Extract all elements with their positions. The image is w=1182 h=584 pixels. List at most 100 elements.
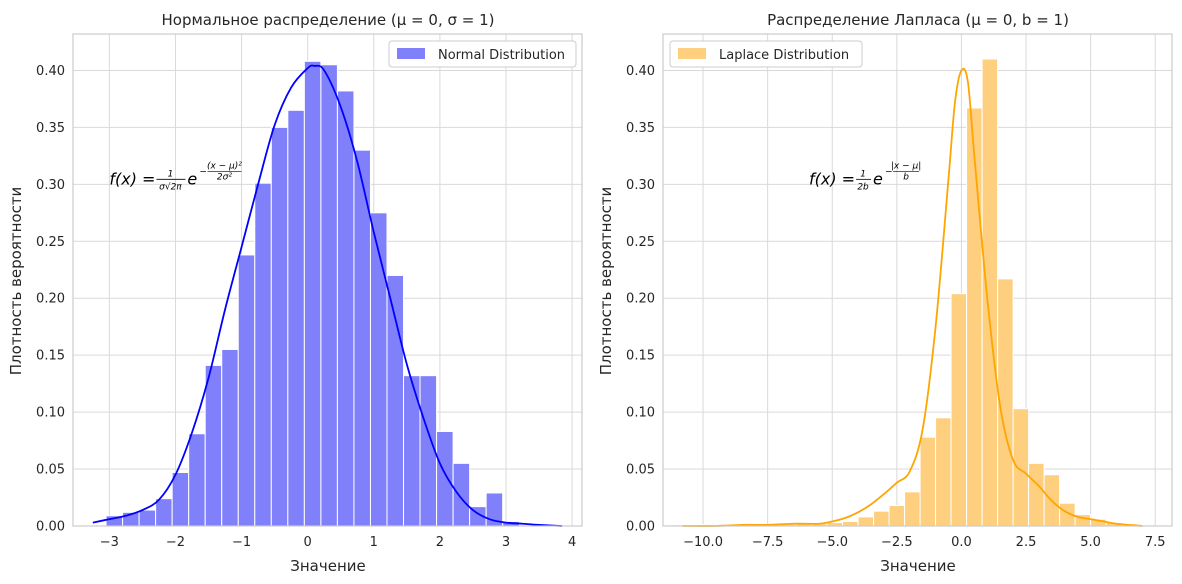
- histogram-bar: [386, 274, 405, 527]
- chart-normal-yticks: 0.00 0.05 0.10 0.15 0.20 0.25 0.30 0.35 0.40: [36, 64, 65, 535]
- chart-laplace-formula: f(x) = 1 2b e − |x − μ| b: [809, 161, 921, 192]
- legend-swatch-normal: [397, 48, 425, 59]
- histogram-bar: [888, 505, 906, 527]
- histogram-bar: [452, 462, 471, 527]
- chart-laplace-xticks: −10.0 −7.5 −5.0 −2.5 0.0 2.5 5.0 7.5: [683, 535, 1165, 550]
- histogram-bar: [171, 471, 190, 527]
- histogram-bar: [919, 436, 937, 527]
- histogram-bar: [138, 509, 157, 527]
- x-tick-label: 2.5: [1016, 535, 1037, 550]
- histogram-bar: [1012, 408, 1030, 527]
- y-tick-label: 0.25: [36, 235, 65, 250]
- formula-lhs: f(x) =: [109, 169, 155, 188]
- histogram-bar: [966, 107, 983, 527]
- histogram-bar: [369, 212, 388, 527]
- y-tick-label: 0.35: [36, 121, 65, 136]
- formula-exp-den: 2σ²: [217, 172, 232, 182]
- y-tick-label: 0.15: [626, 349, 655, 364]
- histogram-bar: [436, 430, 454, 527]
- histogram-bar: [287, 109, 305, 527]
- x-tick-label: 0.0: [951, 535, 972, 550]
- chart-normal-xlabel: Значение: [290, 557, 366, 575]
- histogram-bar: [270, 126, 289, 527]
- chart-normal-legend: Normal Distribution: [388, 40, 577, 68]
- kde-line: [92, 64, 563, 527]
- y-tick-label: 0.00: [36, 520, 65, 535]
- chart-normal-ylabel: Плотность вероятности: [7, 187, 25, 376]
- formula-base: e: [873, 169, 883, 188]
- chart-laplace-kde: [682, 67, 1143, 527]
- formula-base: e: [187, 169, 197, 188]
- histogram-bar: [904, 491, 921, 527]
- chart-laplace-ylabel: Плотность вероятности: [597, 187, 615, 376]
- y-tick-label: 0.40: [36, 64, 65, 79]
- histogram-bar: [237, 254, 256, 527]
- formula-exp-num: |x − μ|: [891, 161, 921, 171]
- formula-frac-den: 2b: [857, 182, 869, 192]
- x-tick-label: 0: [304, 535, 312, 550]
- y-tick-label: 0.20: [36, 292, 65, 307]
- y-tick-label: 0.30: [36, 178, 65, 193]
- histogram-bar: [221, 348, 239, 527]
- x-tick-label: −3: [100, 535, 119, 550]
- chart-laplace-bars: [671, 58, 1138, 527]
- x-tick-label: −7.5: [752, 535, 784, 550]
- chart-laplace-grid: [663, 34, 1172, 527]
- histogram-bar: [950, 293, 968, 527]
- y-tick-label: 0.20: [626, 292, 655, 307]
- legend-label-normal: Normal Distribution: [438, 48, 565, 63]
- legend-box: [669, 40, 863, 68]
- x-tick-label: 3: [502, 535, 510, 550]
- chart-normal-frame: [72, 33, 583, 527]
- y-tick-label: 0.30: [626, 178, 655, 193]
- chart-laplace-xlabel: Значение: [880, 557, 956, 575]
- x-tick-label: −2: [166, 535, 185, 550]
- y-tick-label: 0.40: [626, 64, 655, 79]
- chart-normal-formula: f(x) = 1 σ√2π e − (x − μ)² 2σ²: [109, 161, 242, 192]
- chart-normal-title: Нормальное распределение (μ = 0, σ = 1): [162, 11, 495, 29]
- histogram-bar: [320, 64, 338, 527]
- y-tick-label: 0.10: [36, 406, 65, 421]
- histogram-bar: [857, 516, 875, 527]
- histogram-bar: [1028, 462, 1045, 527]
- legend-box: [388, 40, 577, 68]
- histogram-bar: [336, 90, 355, 527]
- x-tick-label: 5.0: [1080, 535, 1101, 550]
- histogram-bar: [155, 498, 173, 527]
- x-tick-label: 7.5: [1145, 535, 1166, 550]
- chart-laplace-title: Распределение Лапласа (μ = 0, b = 1): [767, 11, 1069, 29]
- y-tick-label: 0.05: [626, 463, 655, 478]
- y-tick-label: 0.35: [626, 121, 655, 136]
- chart-normal-xticks: −3 −2 −1 0 1 2 3 4: [100, 535, 576, 550]
- x-tick-label: −2.5: [881, 535, 913, 550]
- histogram-bar: [303, 60, 322, 527]
- x-tick-label: −10.0: [683, 535, 723, 550]
- formula-frac-num: 1: [168, 169, 174, 179]
- kde-line: [682, 67, 1143, 527]
- legend-label-laplace: Laplace Distribution: [719, 48, 849, 63]
- chart-laplace: −10.0 −7.5 −5.0 −2.5 0.0 2.5 5.0 7.5 0.000.050.…: [597, 11, 1173, 575]
- histogram-bar: [204, 364, 223, 527]
- histogram-bar: [842, 520, 859, 527]
- chart-laplace-frame: [662, 33, 1173, 527]
- chart-laplace-yticks: 0.00 0.05 0.10 0.15 0.20 0.25 0.30 0.35 0.40: [626, 64, 655, 535]
- y-tick-label: 0.05: [36, 463, 65, 478]
- x-tick-label: 1: [370, 535, 378, 550]
- y-tick-label: 0.25: [626, 235, 655, 250]
- x-tick-label: 2: [436, 535, 444, 550]
- x-tick-label: 4: [568, 535, 576, 550]
- x-tick-label: −1: [232, 535, 251, 550]
- histogram-bar: [935, 417, 952, 527]
- histogram-bar: [981, 58, 999, 527]
- chart-normal-bars: [105, 60, 520, 527]
- chart-normal: −3 −2 −1 0 1 2 3 4 0.000.050.100.150.200.250.30…: [7, 11, 583, 575]
- chart-normal-kde: [92, 64, 563, 527]
- formula-frac-num: 1: [860, 169, 866, 179]
- formula-minus: −: [885, 167, 893, 177]
- formula-minus: −: [199, 167, 207, 177]
- formula-frac-den: σ√2π: [159, 181, 182, 192]
- formula-exp-num: (x − μ)²: [207, 161, 242, 171]
- formula-exp-den: b: [903, 172, 909, 182]
- chart-laplace-legend: Laplace Distribution: [669, 40, 863, 68]
